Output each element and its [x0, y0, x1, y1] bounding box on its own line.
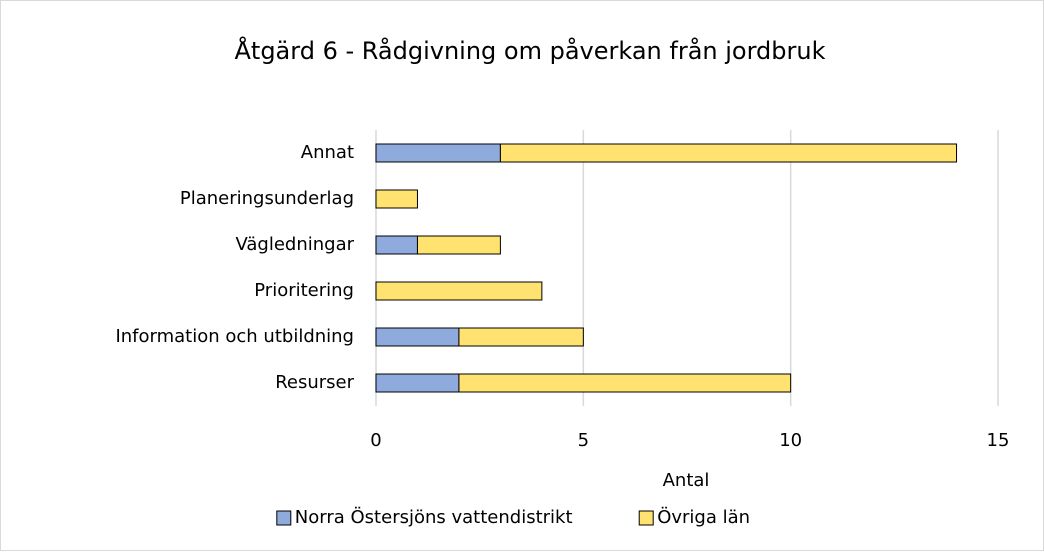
legend-swatch — [638, 510, 654, 526]
bar-segment — [458, 373, 792, 393]
legend-label: Norra Östersjöns vattendistrikt — [295, 506, 573, 528]
legend-label: Övriga län — [657, 506, 750, 528]
y-tick-label: Prioritering — [254, 280, 354, 301]
bar-segment — [375, 189, 418, 209]
bar-segment — [458, 327, 584, 347]
bar-segment — [375, 327, 460, 347]
legend-swatch — [276, 510, 292, 526]
x-tick-label: 0 — [370, 430, 381, 451]
bar-segment — [375, 373, 460, 393]
y-tick-label: Annat — [301, 142, 354, 163]
chart-title: Åtgärd 6 - Rådgivning om påverkan från j… — [234, 36, 825, 65]
y-tick-label: Planeringsunderlag — [180, 188, 354, 209]
bar-segment — [375, 235, 418, 255]
bar-segment — [416, 235, 501, 255]
x-tick-label: 10 — [779, 430, 802, 451]
y-tick-label: Vägledningar — [235, 234, 354, 255]
bar-segment — [375, 281, 543, 301]
x-tick-label: 5 — [578, 430, 589, 451]
bar-segment — [375, 143, 501, 163]
x-tick-label: 15 — [987, 430, 1010, 451]
y-tick-label: Resurser — [275, 372, 354, 393]
x-axis-title: Antal — [663, 470, 710, 491]
bar-segment — [499, 143, 958, 163]
y-tick-label: Information och utbildning — [115, 326, 354, 347]
